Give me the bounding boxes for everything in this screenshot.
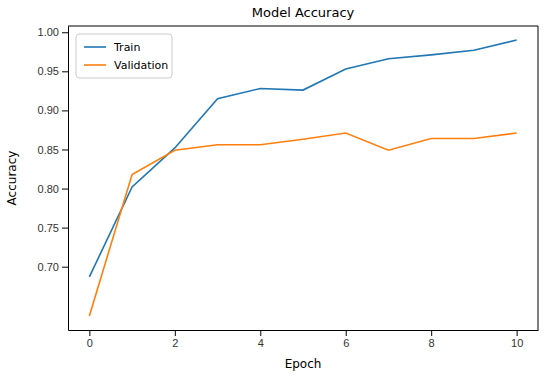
y-tick-label: 0.80 [38,183,59,195]
y-axis: 0.70 0.75 0.80 0.85 0.90 0.95 1.00 [38,26,69,330]
x-tick: 6 [343,330,349,349]
legend-swatch [84,46,106,48]
y-tick-mark [62,149,68,150]
lines [89,40,516,316]
y-tick-mark [62,228,68,229]
legend: Train Validation [76,34,172,78]
y-tick: 0.85 [38,143,68,155]
y-tick: 0.80 [38,183,68,195]
x-tick-label: 10 [511,337,523,349]
series-line [89,133,516,316]
legend-label: Validation [114,59,168,72]
y-tick-label: 0.70 [38,261,59,273]
legend-swatch [84,64,106,66]
x-tick-label: 0 [87,337,93,349]
y-tick-mark [62,110,68,111]
y-tick-label: 0.75 [38,222,59,234]
y-tick-mark [62,71,68,72]
y-tick: 0.90 [38,104,68,116]
x-tick-label: 2 [172,337,178,349]
x-tick-mark [175,330,176,336]
chart: 0 2 4 6 8 10 0.70 0.75 0.80 0.85 0.90 0.95 1.00 Train… [0,0,554,376]
x-tick: 4 [258,330,264,349]
y-tick-label: 0.95 [38,65,59,77]
x-tick: 8 [429,330,435,349]
x-tick: 10 [511,330,523,349]
x-tick-mark [431,330,432,336]
x-axis-title: Epoch [285,357,322,371]
x-tick-mark [346,330,347,336]
x-tick-label: 4 [258,337,264,349]
frame [538,26,539,330]
plot: 0 2 4 6 8 10 0.70 0.75 0.80 0.85 0.90 0.95 1.00 Train… [38,26,539,349]
x-axis: 0 2 4 6 8 10 [69,330,539,349]
y-tick: 0.95 [38,65,68,77]
x-tick-mark [517,330,518,336]
y-tick-mark [62,189,68,190]
y-tick-label: 1.00 [38,26,59,38]
x-tick-mark [260,330,261,336]
y-tick: 0.70 [38,261,68,273]
x-tick-mark [89,330,90,336]
y-tick-mark [62,267,68,268]
legend-label: Train [113,41,140,54]
legend-box [76,34,172,78]
x-tick: 0 [87,330,93,349]
x-tick-label: 8 [429,337,435,349]
y-tick-label: 0.90 [38,104,59,116]
title: Model Accuracy [252,5,355,20]
y-tick: 1.00 [38,26,68,38]
axis-line [69,330,539,331]
y-tick: 0.75 [38,222,68,234]
y-tick-mark [62,32,68,33]
x-tick-label: 6 [343,337,349,349]
x-tick: 2 [172,330,178,349]
y-tick-label: 0.85 [38,143,59,155]
y-axis-title: Accuracy [5,151,19,206]
frame [68,26,538,27]
axis-line [68,27,69,331]
